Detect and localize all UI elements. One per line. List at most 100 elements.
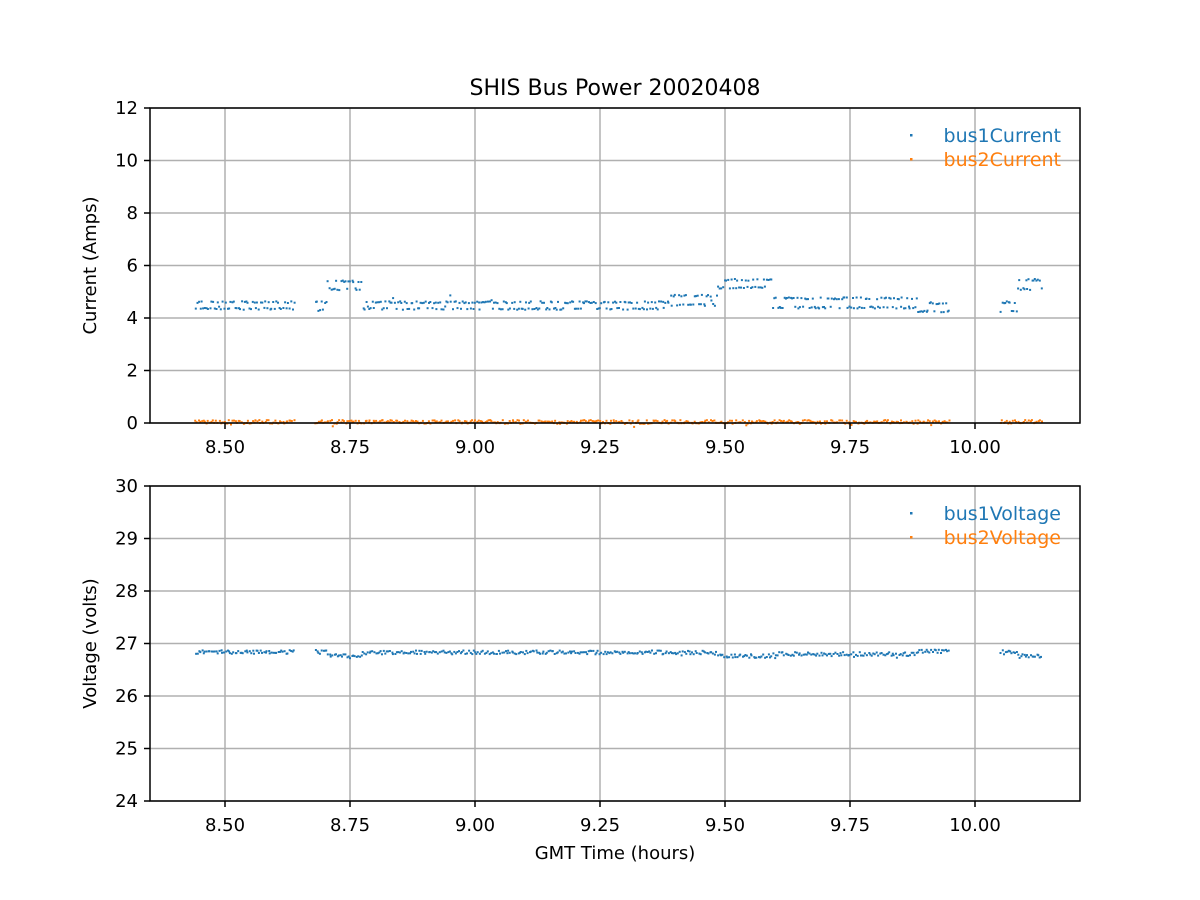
data-point [767,653,770,656]
data-point [713,653,716,656]
data-point [471,419,474,422]
data-point [228,652,231,655]
data-point [1032,655,1035,658]
data-point [745,654,748,657]
data-point [435,420,438,423]
data-point [946,650,949,653]
data-point [918,649,921,652]
data-point [195,421,198,424]
data-point [752,278,755,281]
data-point [592,649,595,652]
data-point [720,654,723,657]
data-point [891,652,894,655]
data-point [507,649,510,652]
data-point [578,652,581,655]
data-point [444,305,447,308]
data-point [693,295,696,298]
data-point [326,420,329,423]
data-point [218,649,221,652]
data-point [225,650,228,653]
data-point [873,653,876,656]
data-point [686,420,689,423]
data-point [941,302,944,305]
data-point [223,421,226,423]
data-point [744,654,747,656]
data-point [1004,302,1007,304]
data-point [933,419,936,422]
data-point [662,652,665,655]
data-point [689,303,692,306]
data-point [862,654,865,657]
data-point [1008,301,1011,304]
data-point [564,301,567,304]
data-point [212,300,215,303]
y-tick-label: 26 [115,686,138,707]
data-point [555,652,558,655]
data-point [243,300,246,303]
data-point [1013,302,1016,304]
data-point [720,420,723,423]
data-point [759,420,761,422]
data-point [870,305,873,308]
x-tick-label: 9.50 [705,437,745,458]
data-point [806,419,809,422]
data-point [468,649,471,652]
data-point [212,650,215,653]
data-point [521,307,524,310]
data-point [624,301,627,304]
data-point [531,308,534,311]
data-point [554,419,557,422]
data-point [1024,655,1027,658]
data-point [873,307,876,310]
data-point [908,305,910,308]
data-point [736,656,739,659]
data-point [587,650,590,653]
data-point [526,652,529,655]
data-point [338,419,341,422]
data-point [445,651,448,654]
data-point [1037,654,1040,657]
data-point [942,311,945,314]
data-point [536,308,539,311]
data-point [202,652,205,655]
data-point [792,654,795,657]
data-point [209,307,212,310]
data-point [926,309,929,312]
data-point [259,649,262,652]
data-point [830,419,833,422]
data-point [573,420,576,423]
data-point [872,652,875,655]
data-point [256,420,259,423]
data-point [731,656,734,659]
data-point [227,419,230,422]
data-point [445,300,448,303]
data-point [917,651,920,654]
data-point [586,653,589,656]
data-point [390,301,393,304]
data-point [901,654,904,657]
data-point [698,303,701,306]
data-point [707,652,710,655]
data-point [351,279,354,282]
data-point [795,651,798,654]
data-point [852,307,855,310]
data-point [819,296,822,299]
data-point [736,279,739,282]
data-point [684,294,687,297]
data-point [395,307,398,310]
data-point [656,308,659,311]
data-point [499,652,501,655]
data-point [414,420,417,422]
data-point [756,278,759,281]
data-point [884,419,887,422]
data-point [423,651,426,653]
data-point [1040,287,1043,290]
data-point [932,651,934,653]
data-point [772,307,775,309]
data-point [888,651,891,654]
data-point [289,419,292,422]
data-point [904,651,907,654]
data-point [1001,649,1004,652]
data-point [446,301,449,304]
data-point [246,419,249,422]
